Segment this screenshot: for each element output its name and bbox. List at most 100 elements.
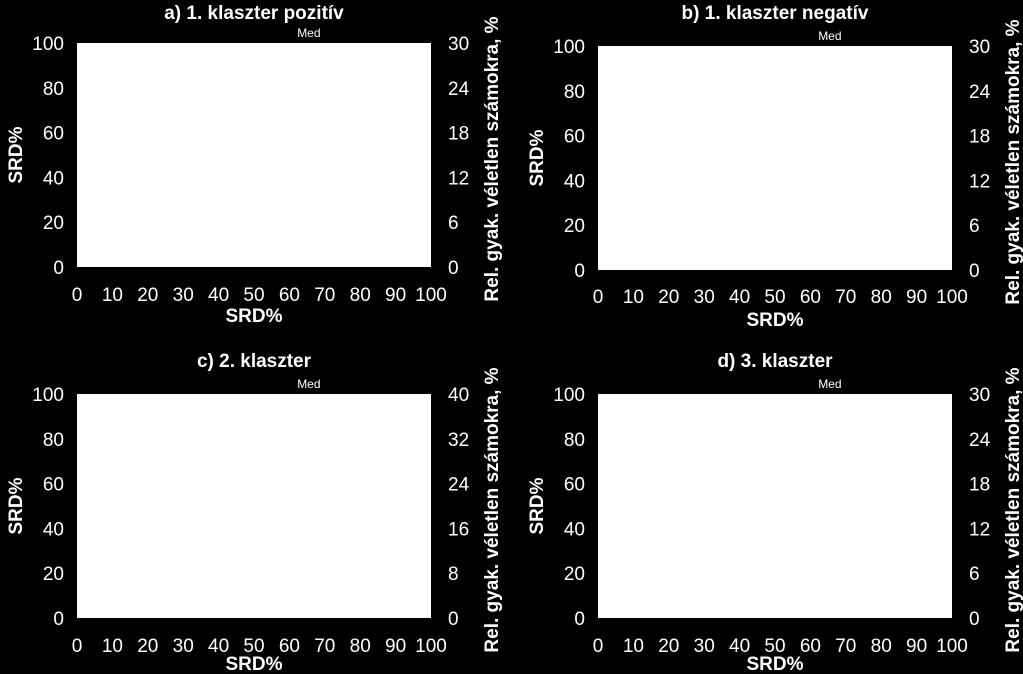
y2-tick-label: 18 (969, 127, 990, 148)
x-tick-label: 50 (764, 287, 785, 308)
x-tick-label: 90 (906, 636, 927, 657)
y-tick-label: 60 (43, 124, 64, 145)
x-tick-label: 20 (658, 636, 679, 657)
x-tick-label: 30 (694, 287, 715, 308)
median-annotation: Med (297, 26, 320, 40)
y2-axis-title: Rel. gyak. véletlen számokra, % (1003, 19, 1023, 304)
x-tick-label: 20 (658, 287, 679, 308)
y-tick-label: 100 (553, 37, 585, 58)
y-tick-label: 100 (32, 34, 64, 55)
y-tick-label: 40 (43, 519, 64, 540)
x-tick-label: 50 (243, 636, 264, 657)
x-tick-label: 80 (350, 285, 371, 306)
plot-area (598, 394, 952, 618)
y-tick-label: 80 (43, 79, 64, 100)
x-tick-label: 10 (623, 287, 644, 308)
y-tick-label: 20 (43, 213, 64, 234)
x-tick-label: 70 (314, 636, 335, 657)
x-tick-label: 10 (102, 285, 123, 306)
y-tick-label: 20 (564, 216, 585, 237)
x-tick-label: 90 (385, 636, 406, 657)
y-tick-label: 40 (564, 519, 585, 540)
y2-tick-label: 24 (969, 82, 991, 103)
y2-tick-label: 0 (448, 609, 459, 630)
y2-tick-label: 12 (969, 171, 990, 192)
y-tick-label: 60 (564, 475, 585, 496)
y-axis-title: SRD% (6, 126, 27, 183)
x-axis-title: SRD% (225, 654, 282, 674)
x-tick-label: 40 (729, 636, 750, 657)
y-tick-label: 100 (553, 385, 585, 406)
y2-tick-label: 18 (448, 124, 469, 145)
y2-tick-label: 6 (448, 213, 459, 234)
plot-area (77, 394, 431, 618)
x-axis-title: SRD% (225, 306, 282, 327)
y-tick-label: 20 (564, 564, 585, 585)
x-axis-title: SRD% (746, 310, 803, 331)
x-tick-label: 10 (623, 636, 644, 657)
x-tick-label: 30 (173, 636, 194, 657)
x-tick-label: 40 (208, 285, 229, 306)
y2-tick-label: 32 (448, 430, 469, 451)
x-tick-label: 40 (729, 287, 750, 308)
x-tick-label: 70 (314, 285, 335, 306)
y2-tick-label: 12 (448, 168, 469, 189)
x-tick-label: 100 (415, 285, 447, 306)
x-tick-label: 60 (279, 636, 300, 657)
x-tick-label: 80 (871, 287, 892, 308)
x-tick-label: 70 (835, 636, 856, 657)
y-axis-title: SRD% (6, 477, 27, 534)
y2-tick-label: 30 (969, 37, 990, 58)
y-tick-label: 40 (43, 168, 64, 189)
y-tick-label: 0 (53, 609, 64, 630)
y2-axis-title: Rel. gyak. véletlen számokra, % (1003, 367, 1023, 652)
y2-tick-label: 18 (969, 475, 990, 496)
x-tick-label: 50 (764, 636, 785, 657)
y2-tick-label: 16 (448, 519, 469, 540)
y2-tick-label: 8 (448, 564, 459, 585)
y-tick-label: 0 (53, 258, 64, 279)
y-axis-title: SRD% (527, 477, 548, 534)
x-tick-label: 100 (415, 636, 447, 657)
x-tick-label: 100 (936, 287, 968, 308)
y-tick-label: 60 (564, 127, 585, 148)
x-tick-label: 90 (906, 287, 927, 308)
y2-axis-title: Rel. gyak. véletlen számokra, % (482, 367, 503, 652)
y2-tick-label: 24 (448, 475, 470, 496)
x-tick-label: 40 (208, 636, 229, 657)
median-annotation: Med (818, 29, 841, 43)
y-tick-label: 0 (574, 609, 585, 630)
y-tick-label: 80 (564, 430, 585, 451)
chart-title: b) 1. klaszter negatív (682, 3, 869, 24)
y-tick-label: 20 (43, 564, 64, 585)
chart-title: c) 2. klaszter (197, 351, 312, 372)
y-tick-label: 40 (564, 171, 585, 192)
x-tick-label: 30 (173, 285, 194, 306)
y2-tick-label: 24 (969, 430, 991, 451)
y2-axis-title: Rel. gyak. véletlen számokra, % (482, 16, 503, 301)
chart-title: a) 1. klaszter pozitív (164, 3, 344, 24)
y2-tick-label: 30 (969, 385, 990, 406)
y2-tick-label: 6 (969, 216, 980, 237)
x-tick-label: 70 (835, 287, 856, 308)
median-annotation: Med (818, 377, 841, 391)
x-axis-title: SRD% (746, 654, 803, 674)
y-tick-label: 100 (32, 385, 64, 406)
x-tick-label: 80 (871, 636, 892, 657)
y2-tick-label: 0 (448, 258, 459, 279)
x-tick-label: 60 (800, 636, 821, 657)
y2-tick-label: 40 (448, 385, 469, 406)
x-tick-label: 0 (72, 636, 83, 657)
y-tick-label: 0 (574, 261, 585, 282)
y2-tick-label: 0 (969, 609, 980, 630)
x-tick-label: 50 (243, 285, 264, 306)
y-tick-label: 60 (43, 475, 64, 496)
x-tick-label: 30 (694, 636, 715, 657)
y-tick-label: 80 (43, 430, 64, 451)
y-tick-label: 80 (564, 82, 585, 103)
y2-tick-label: 0 (969, 261, 980, 282)
